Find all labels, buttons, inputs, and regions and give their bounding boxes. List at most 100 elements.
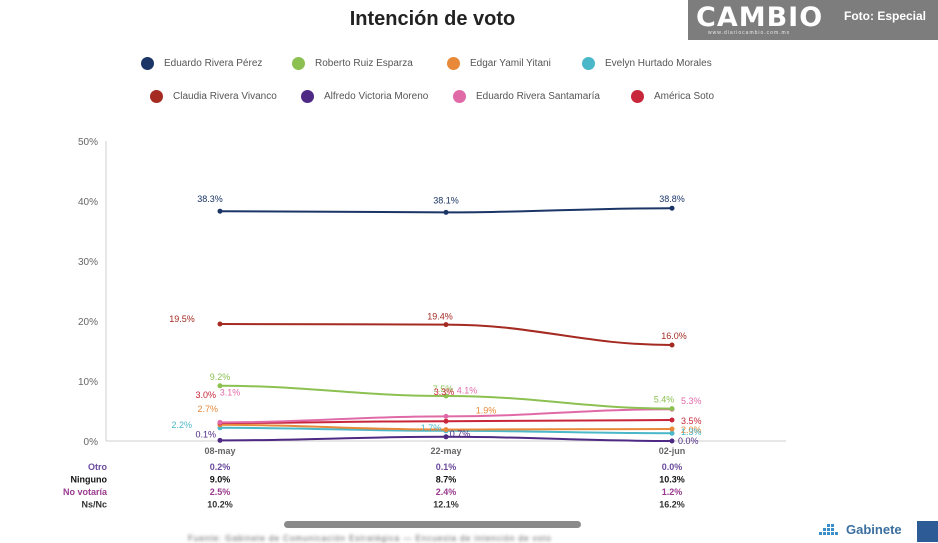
data-label-eduardo-rivera-perez: 38.3% [197, 194, 223, 204]
data-label-evelyn-hurtado-morales: 2.2% [171, 420, 192, 430]
data-label-eduardo-rivera-santamaria: 3.1% [220, 387, 241, 397]
data-point-america-soto [443, 418, 449, 424]
legend-item-claudia-rivera-vivanco: Claudia Rivera Vivanco [150, 88, 277, 104]
legend-item-alfredo-victoria-moreno: Alfredo Victoria Moreno [301, 88, 428, 104]
legend-item-evelyn-hurtado-morales: Evelyn Hurtado Morales [582, 55, 712, 71]
data-label-eduardo-rivera-perez: 38.1% [433, 195, 459, 205]
table-cell-ninguno: 10.3% [659, 475, 685, 485]
table-cell-ns-nc: 10.2% [207, 500, 233, 510]
data-point-eduardo-rivera-santamaria [443, 413, 449, 419]
legend-swatch [453, 89, 466, 103]
y-tick-label: 30% [78, 257, 98, 268]
legend-item-edgar-yamil-yitani: Edgar Yamil Yitani [447, 55, 551, 71]
table-row-label-otro: Otro [88, 462, 108, 472]
data-label-claudia-rivera-vivanco: 19.4% [427, 312, 453, 322]
legend-swatch [582, 56, 595, 70]
data-label-eduardo-rivera-santamaria: 5.3% [681, 396, 702, 406]
data-point-eduardo-rivera-santamaria [217, 419, 223, 425]
y-tick-label: 40% [78, 197, 98, 208]
data-point-alfredo-victoria-moreno [443, 434, 449, 440]
data-point-claudia-rivera-vivanco [217, 321, 223, 327]
y-tick-label: 50% [78, 137, 98, 148]
table-cell-otro: 0.2% [210, 462, 231, 472]
data-point-eduardo-rivera-perez [217, 208, 223, 214]
legend-swatch [447, 56, 460, 70]
y-tick-label: 10% [78, 377, 98, 388]
data-label-claudia-rivera-vivanco: 19.5% [169, 314, 195, 324]
table-row-label-no-votaria: No votaría [63, 487, 108, 497]
data-label-eduardo-rivera-santamaria: 4.1% [457, 385, 478, 395]
table-cell-ns-nc: 16.2% [659, 500, 685, 510]
table-cell-otro: 0.1% [436, 462, 457, 472]
series-line-claudia-rivera-vivanco [219, 323, 673, 346]
legend-swatch [292, 56, 305, 70]
horizontal-scrollbar[interactable] [284, 521, 581, 528]
data-point-roberto-ruiz-esparza [217, 383, 223, 389]
data-label-edgar-yamil-yitani: 1.9% [476, 406, 497, 416]
data-point-claudia-rivera-vivanco [669, 342, 675, 348]
data-label-evelyn-hurtado-morales: 1.3% [681, 427, 702, 437]
data-point-edgar-yamil-yitani [443, 427, 449, 433]
data-point-edgar-yamil-yitani [669, 426, 675, 432]
x-tick-label: 08-may [204, 446, 235, 456]
legend-label: Evelyn Hurtado Morales [605, 57, 712, 69]
table-cell-no-votaria: 1.2% [662, 487, 683, 497]
data-point-roberto-ruiz-esparza [443, 393, 449, 399]
source-note: Fuente: Gabinete de Comunicación Estraté… [188, 534, 552, 543]
table-row-label-ninguno: Ninguno [71, 475, 108, 485]
table-cell-ninguno: 9.0% [210, 475, 231, 485]
legend-label: América Soto [654, 90, 715, 102]
table-cell-ns-nc: 12.1% [433, 500, 459, 510]
gabinete-text: Gabinete [846, 521, 902, 537]
legend-item-eduardo-rivera-santamaria: Eduardo Rivera Santamaría [453, 88, 600, 104]
data-point-alfredo-victoria-moreno [669, 438, 675, 444]
legend-item-america-soto: América Soto [631, 88, 714, 104]
cambio-logo: CAMBIO [696, 2, 824, 33]
table-cell-ninguno: 8.7% [436, 475, 457, 485]
table-cell-no-votaria: 2.4% [436, 487, 457, 497]
data-label-america-soto: 3.3% [434, 387, 455, 397]
cambio-url: www.diariocambio.com.mx [708, 30, 791, 36]
data-point-alfredo-victoria-moreno [217, 437, 223, 443]
legend-label: Edgar Yamil Yitani [470, 57, 551, 69]
y-tick-label: 0% [84, 437, 99, 448]
corner-logo-block [917, 521, 938, 542]
data-label-claudia-rivera-vivanco: 16.0% [661, 331, 687, 341]
table-cell-otro: 0.0% [662, 462, 683, 472]
legend-swatch [631, 89, 644, 103]
table-row-label-ns-nc: Ns/Nc [81, 500, 107, 510]
data-point-america-soto [669, 417, 675, 423]
legend-item-roberto-ruiz-esparza: Roberto Ruiz Esparza [292, 55, 413, 71]
gabinete-mark-icon [819, 524, 838, 535]
photo-credit: Foto: Especial [844, 9, 927, 23]
data-label-alfredo-victoria-moreno: 0.7% [450, 429, 471, 439]
legend-label: Eduardo Rivera Santamaría [476, 90, 600, 102]
legend-swatch [301, 89, 314, 103]
legend-label: Eduardo Rivera Pérez [164, 57, 263, 69]
data-label-edgar-yamil-yitani: 2.0% [681, 425, 702, 435]
legend-label: Claudia Rivera Vivanco [173, 90, 277, 102]
data-label-america-soto: 3.0% [195, 390, 216, 400]
data-label-roberto-ruiz-esparza: 5.4% [654, 395, 675, 405]
data-point-roberto-ruiz-esparza [669, 406, 675, 412]
data-point-claudia-rivera-vivanco [443, 322, 449, 328]
y-tick-label: 20% [78, 317, 98, 328]
x-tick-label: 22-may [430, 446, 461, 456]
legend-label: Alfredo Victoria Moreno [324, 90, 429, 102]
chart-title: Intención de voto [349, 8, 516, 30]
data-label-alfredo-victoria-moreno: 0.1% [195, 429, 216, 439]
gabinete-logo: Gabinete [817, 520, 902, 538]
data-label-alfredo-victoria-moreno: 0.0% [678, 436, 699, 446]
data-point-eduardo-rivera-perez [669, 205, 675, 211]
data-label-eduardo-rivera-perez: 38.8% [659, 194, 685, 204]
legend-swatch [141, 56, 154, 70]
data-point-evelyn-hurtado-morales [669, 430, 675, 436]
table-cell-no-votaria: 2.5% [210, 487, 231, 497]
data-label-america-soto: 3.5% [681, 416, 702, 426]
data-label-roberto-ruiz-esparza: 9.2% [210, 372, 231, 382]
cambio-watermark: CAMBIO www.diariocambio.com.mx Foto: Esp… [688, 0, 938, 40]
data-label-evelyn-hurtado-morales: 1.7% [421, 423, 442, 433]
x-tick-label: 02-jun [659, 446, 686, 456]
legend-item-eduardo-rivera-perez: Eduardo Rivera Pérez [141, 55, 262, 71]
